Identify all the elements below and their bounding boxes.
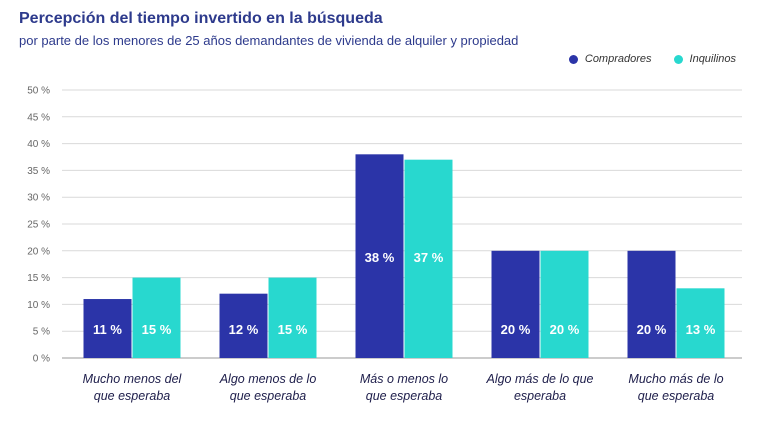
legend-swatch-inquilinos: [673, 54, 683, 64]
data-label: 15 %: [142, 322, 172, 337]
x-category-label: Algo más de lo que esperaba: [465, 371, 615, 405]
x-category-label-line: que esperaba: [229, 389, 307, 403]
x-category-label: Mucho menos del que esperaba: [57, 371, 207, 405]
x-category-label-line: Más o menos lo: [359, 372, 449, 386]
y-tick-label: 25 %: [27, 220, 50, 231]
y-tick-label: 45 %: [27, 112, 50, 123]
x-category-label-line: Mucho menos del: [82, 372, 182, 386]
y-tick-label: 15 %: [27, 273, 50, 284]
bar-inquilinos-5: [676, 288, 725, 358]
bar-inquilinos-2: [268, 277, 317, 358]
bar-inquilinos-1: [132, 277, 181, 358]
bar-compradores-4: [491, 250, 540, 358]
y-tick-label: 30 %: [27, 193, 50, 204]
data-label: 12 %: [229, 322, 259, 337]
data-label: 13 %: [686, 322, 716, 337]
y-tick-label: 50 %: [27, 86, 50, 97]
bar-inquilinos-3: [404, 159, 453, 358]
bar-compradores-2: [219, 293, 268, 358]
legend: Compradores Inquilinos: [547, 53, 736, 65]
y-tick-label: 40 %: [27, 139, 50, 150]
x-category-label-line: que esperaba: [637, 389, 715, 403]
bar-inquilinos-4: [540, 250, 589, 358]
data-label: 20 %: [550, 322, 580, 337]
bar-compradores-3: [355, 154, 404, 358]
legend-item-inquilinos: Inquilinos: [673, 53, 736, 65]
data-label: 20 %: [637, 322, 667, 337]
data-label: 11 %: [93, 322, 122, 337]
y-tick-label: 20 %: [27, 246, 50, 257]
data-label: 38 %: [365, 250, 395, 265]
x-category-label-line: Mucho más de lo: [628, 372, 724, 386]
x-category-label-line: que esperaba: [93, 389, 171, 403]
chart-title: Percepción del tiempo invertido en la bú…: [19, 10, 383, 27]
data-label: 15 %: [278, 322, 308, 337]
legend-swatch-compradores: [568, 54, 578, 64]
x-category-label-line: Algo más de lo que: [486, 372, 594, 386]
legend-item-compradores: Compradores: [568, 53, 652, 65]
legend-label-compradores: Compradores: [584, 53, 652, 65]
y-tick-label: 0 %: [33, 354, 50, 365]
x-category-label: Más o menos lo que esperaba: [329, 371, 479, 405]
chart-subtitle: por parte de los menores de 25 años dema…: [19, 33, 519, 48]
data-label: 37 %: [414, 250, 444, 265]
x-category-label-line: Algo menos de lo: [219, 372, 317, 386]
x-category-label: Algo menos de lo que esperaba: [193, 371, 343, 405]
x-category-label: Mucho más de lo que esperaba: [601, 371, 751, 405]
y-tick-label: 10 %: [27, 300, 50, 311]
data-label: 20 %: [501, 322, 531, 337]
y-tick-label: 5 %: [33, 327, 50, 338]
y-tick-label: 35 %: [27, 166, 50, 177]
bar-compradores-1: [83, 299, 132, 358]
x-category-label-line: que esperaba: [365, 389, 443, 403]
bar-compradores-5: [627, 250, 676, 358]
legend-label-inquilinos: Inquilinos: [689, 53, 736, 65]
x-category-label-line: esperaba: [513, 389, 567, 403]
